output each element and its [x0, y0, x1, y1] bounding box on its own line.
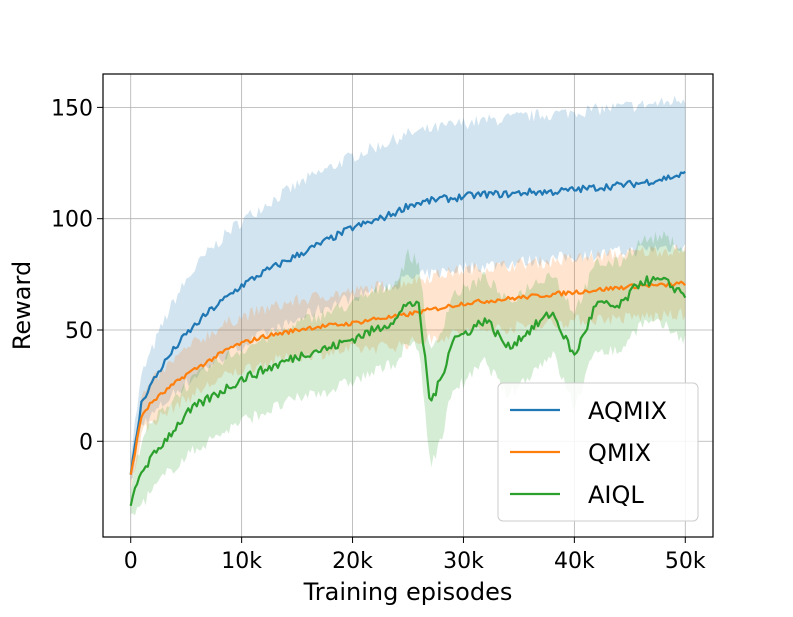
- series-lines: [129, 170, 687, 507]
- legend-label-aqmix: AQMIX: [588, 397, 667, 425]
- x-tick-label: 10k: [221, 549, 262, 574]
- line-aqmix: [129, 170, 686, 475]
- legend-label-qmix: QMIX: [588, 439, 651, 467]
- plot-frame: [102, 73, 714, 538]
- line-aiql: [129, 275, 687, 507]
- y-tick-label: 100: [51, 208, 93, 233]
- band-aiql: [130, 230, 686, 516]
- band-qmix: [130, 243, 686, 491]
- line-qmix: [129, 280, 687, 475]
- x-axis-label: Training episodes: [303, 578, 513, 606]
- x-tick-label: 50k: [665, 549, 706, 574]
- legend-label-aiql: AIQL: [588, 481, 644, 509]
- y-tick-label: 150: [51, 96, 93, 121]
- legend: AQMIX QMIX AIQL: [497, 382, 699, 522]
- y-tick-label: 50: [65, 319, 93, 344]
- legend-box: [497, 382, 699, 522]
- x-tick-label: 40k: [554, 549, 595, 574]
- x-tick-label: 0: [124, 549, 138, 574]
- axis-ticks: 0 10k 20k 30k 40k 50k 0 50 100 150: [51, 96, 706, 574]
- y-tick-label: 0: [79, 430, 93, 455]
- x-tick-label: 20k: [332, 549, 373, 574]
- x-tick-label: 30k: [443, 549, 484, 574]
- y-axis-label: Reward: [8, 261, 36, 350]
